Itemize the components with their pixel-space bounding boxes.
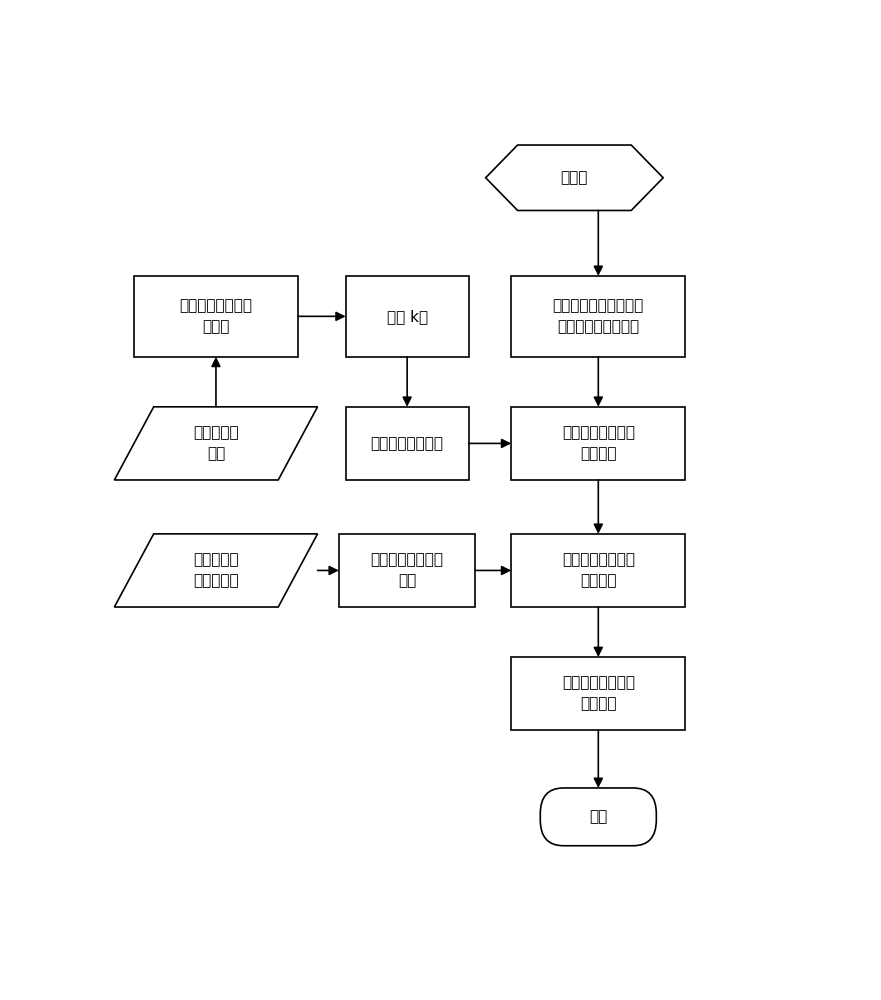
Bar xyxy=(345,407,469,480)
Text: 计算光伏组件逐分
钟发电量: 计算光伏组件逐分 钟发电量 xyxy=(562,425,635,461)
Text: 订正光伏组件逐分
钟发电量: 订正光伏组件逐分 钟发电量 xyxy=(562,552,635,588)
Text: 提取对应时
刻环境温度: 提取对应时 刻环境温度 xyxy=(193,552,239,588)
Bar xyxy=(511,534,685,607)
Text: 订正光伏组件逐分
钟发电量: 订正光伏组件逐分 钟发电量 xyxy=(562,676,635,712)
Bar xyxy=(345,276,469,357)
Bar xyxy=(511,657,685,730)
Text: 计算光伏组件表面
温度: 计算光伏组件表面 温度 xyxy=(371,552,444,588)
Text: 计算全年逐小时总
辐射量: 计算全年逐小时总 辐射量 xyxy=(180,298,253,334)
Text: 提取总幅射
数据: 提取总幅射 数据 xyxy=(193,425,239,461)
Bar xyxy=(511,276,685,357)
Text: 纬度值: 纬度值 xyxy=(560,170,589,185)
Bar xyxy=(134,276,298,357)
Text: 结束: 结束 xyxy=(589,809,607,824)
Text: 计算 k值: 计算 k值 xyxy=(387,309,427,324)
Bar xyxy=(511,407,685,480)
Bar xyxy=(339,534,476,607)
Text: 计算全年逐分钟太阳时
角、方位角、高度角: 计算全年逐分钟太阳时 角、方位角、高度角 xyxy=(552,298,644,334)
Text: 总辐射分解各参数: 总辐射分解各参数 xyxy=(371,436,444,451)
